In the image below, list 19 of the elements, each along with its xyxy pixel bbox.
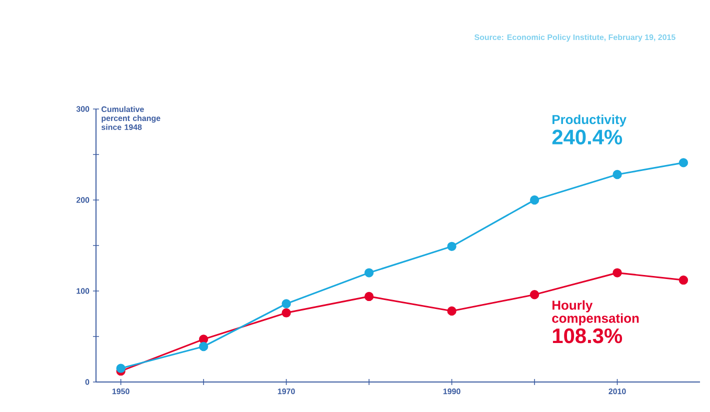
point [198,334,208,344]
point [447,306,456,316]
series-label: Hourly compensation [552,300,639,326]
point [282,299,291,308]
annotation: 108.3% [552,328,622,344]
point [282,308,291,318]
point [678,275,688,285]
point [530,290,540,300]
annotation: 240.4% [552,130,622,144]
point [447,242,456,251]
point [116,364,126,373]
point [612,170,622,180]
point [530,195,540,205]
point [364,268,374,278]
point [198,342,208,352]
point [364,292,374,302]
text: Productivity [552,114,626,127]
point [678,158,688,168]
point [612,268,622,278]
